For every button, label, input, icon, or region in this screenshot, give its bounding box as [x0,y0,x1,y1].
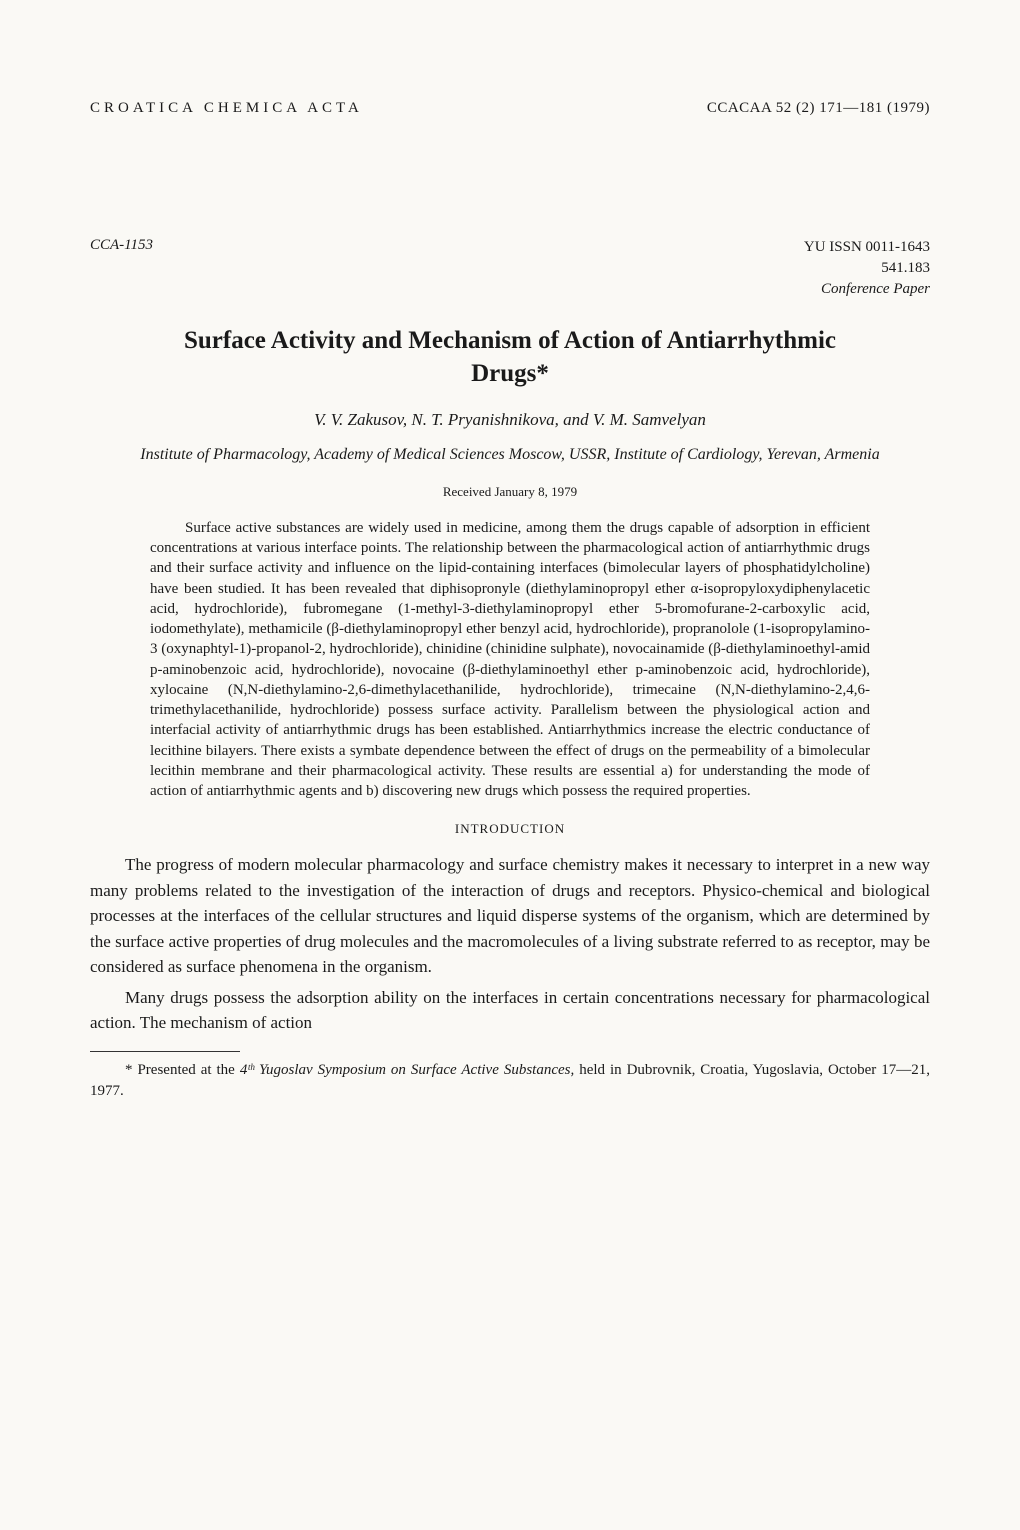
running-header: CROATICA CHEMICA ACTA CCACAA 52 (2) 171—… [90,100,930,117]
paper-title: Surface Activity and Mechanism of Action… [170,325,850,390]
article-code: CCA-1153 [90,237,153,300]
received-date: Received January 8, 1979 [90,484,930,500]
abstract: Surface active substances are widely use… [150,518,870,802]
classification-number: 541.183 [804,258,930,279]
footnote-italic: 4ᵗʰ Yugoslav Symposium on Surface Active… [240,1062,574,1078]
affiliation: Institute of Pharmacology, Academy of Me… [130,445,890,466]
issn: YU ISSN 0011-1643 [804,237,930,258]
journal-citation: CCACAA 52 (2) 171—181 (1979) [707,100,930,117]
journal-name: CROATICA CHEMICA ACTA [90,100,363,117]
footnote: * Presented at the 4ᵗʰ Yugoslav Symposiu… [90,1060,930,1102]
meta-block: CCA-1153 YU ISSN 0011-1643 541.183 Confe… [90,237,930,300]
paper-page: CROATICA CHEMICA ACTA CCACAA 52 (2) 171—… [0,0,1020,1530]
paper-type: Conference Paper [804,279,930,300]
meta-right: YU ISSN 0011-1643 541.183 Conference Pap… [804,237,930,300]
body-paragraph-1: The progress of modern molecular pharmac… [90,852,930,980]
section-heading-introduction: INTRODUCTION [90,821,930,837]
footnote-divider [90,1051,240,1052]
footnote-pre: * Presented at the [125,1062,240,1078]
body-paragraph-2: Many drugs possess the adsorption abilit… [90,985,930,1036]
authors: V. V. Zakusov, N. T. Pryanishnikova, and… [90,410,930,430]
